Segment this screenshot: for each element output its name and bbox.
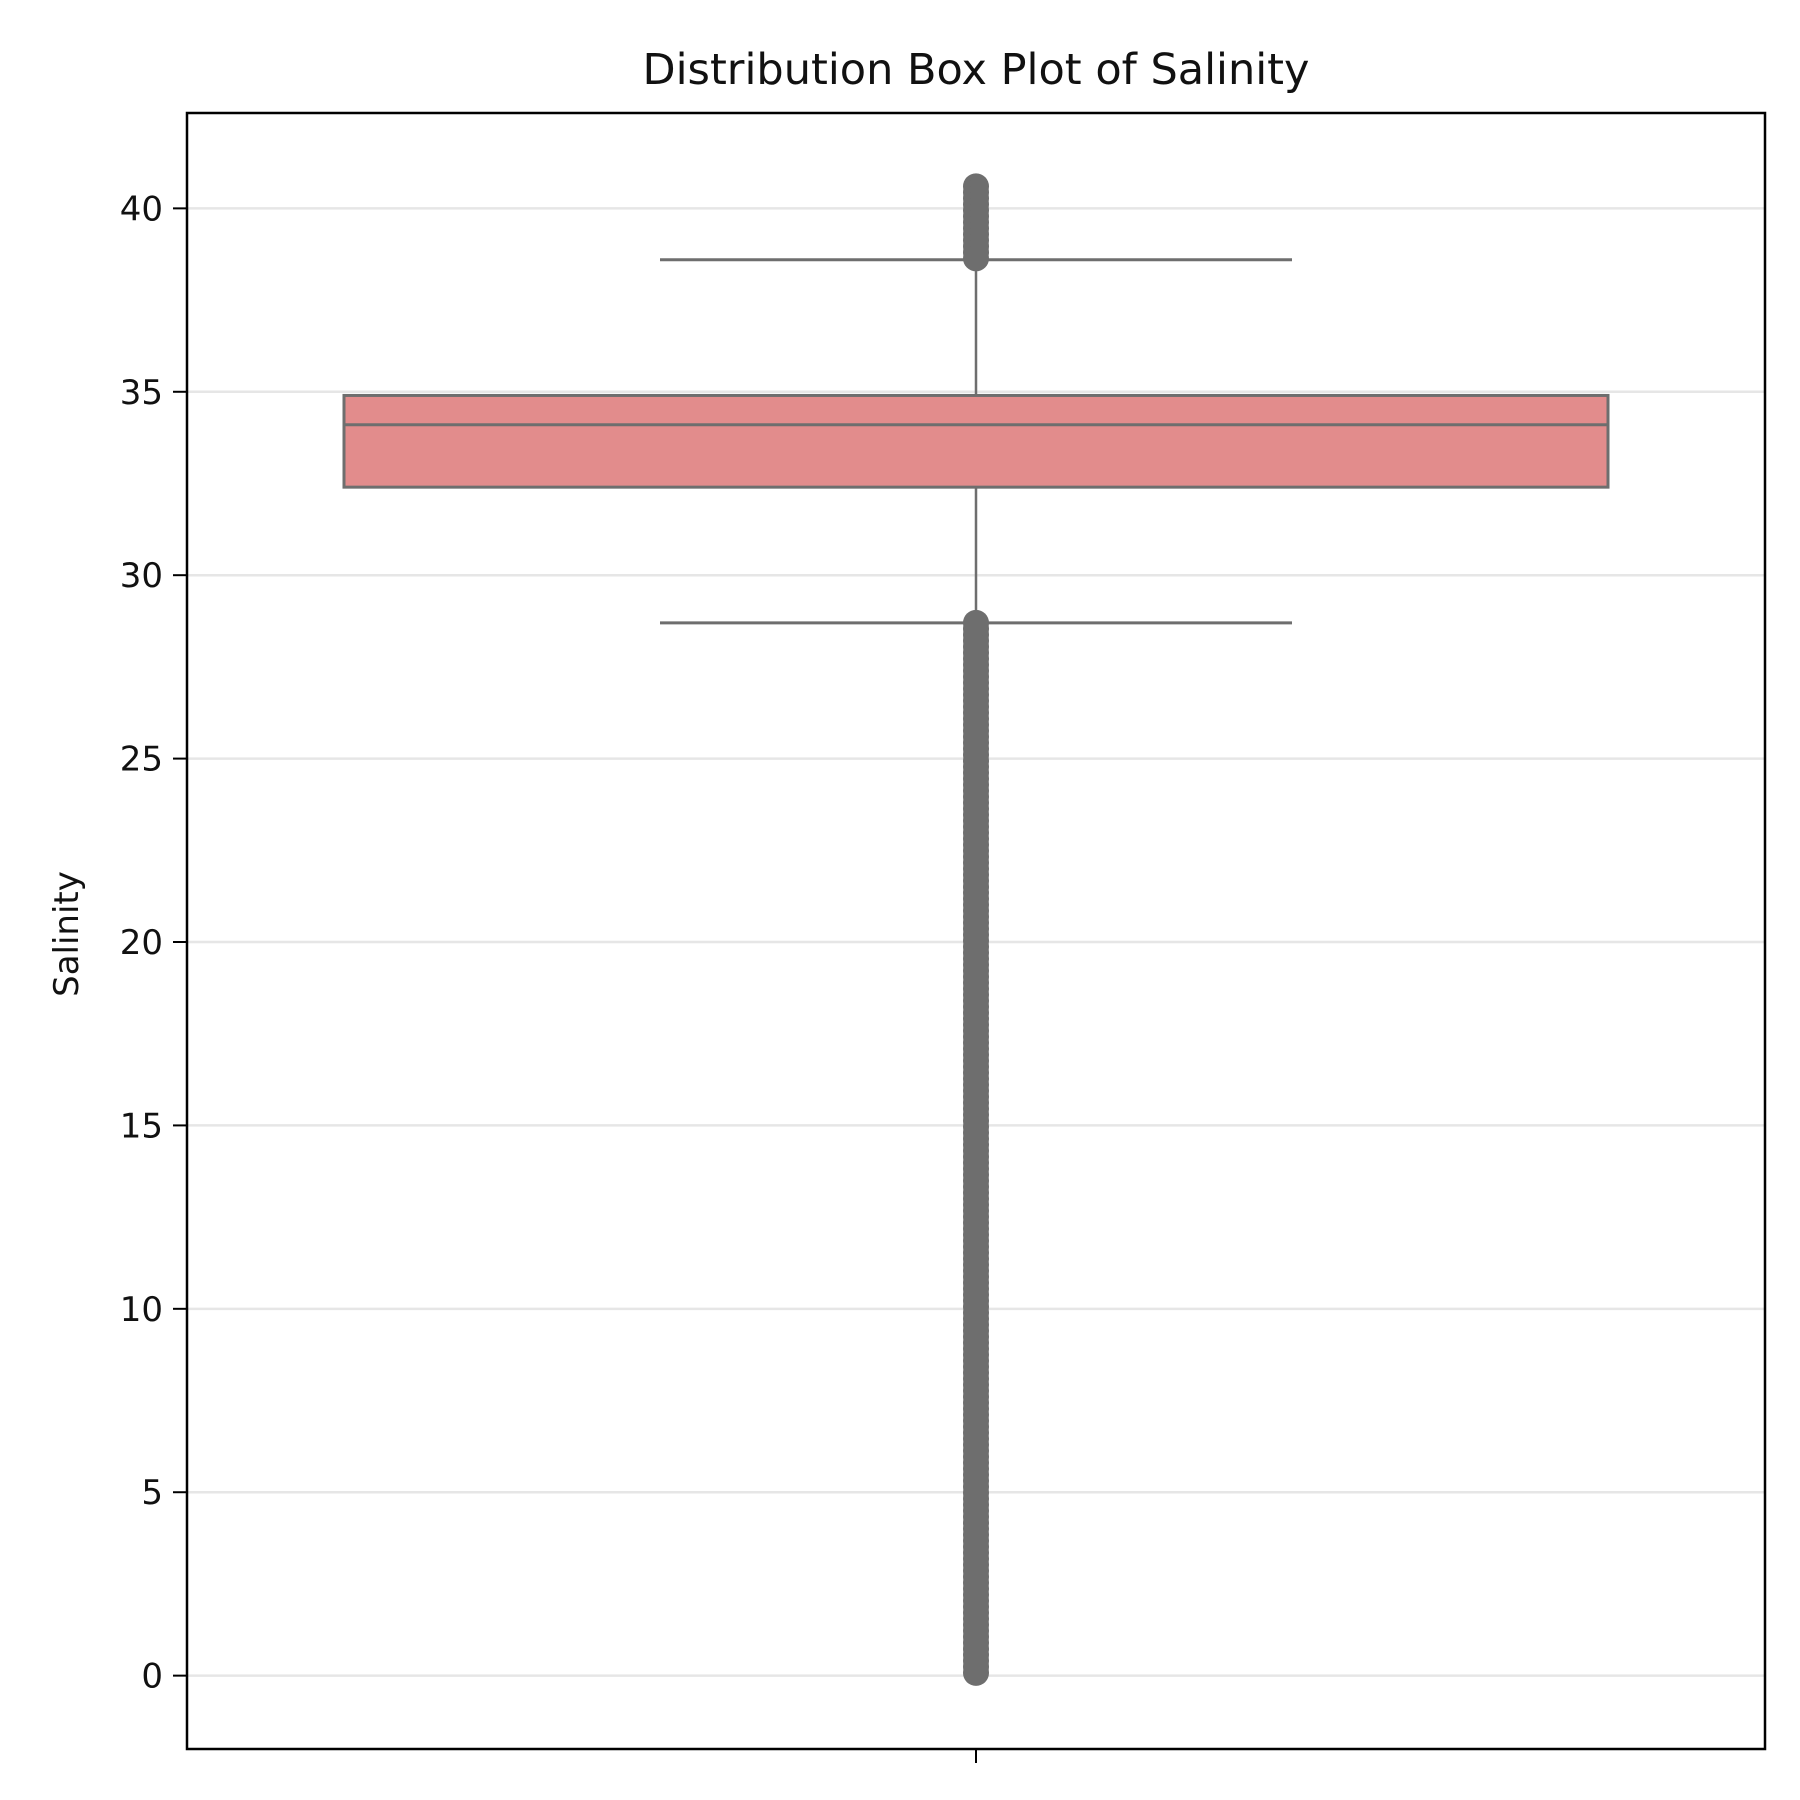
high-outliers — [963, 173, 989, 272]
iqr-box — [342, 393, 1610, 489]
y-tick-label: 5 — [141, 1473, 163, 1513]
y-tick-label: 40 — [120, 189, 163, 229]
y-tick-label: 20 — [120, 923, 163, 963]
low-outliers — [963, 609, 989, 1686]
y-tick-label: 10 — [120, 1290, 163, 1330]
y-tick-label: 35 — [120, 373, 163, 413]
y-tick-label: 30 — [120, 556, 163, 596]
chart-title: Distribution Box Plot of Salinity — [642, 45, 1309, 95]
y-axis-ticks: 0 5 10 15 20 25 30 35 40 — [120, 189, 187, 1697]
y-tick-label: 25 — [120, 740, 163, 780]
y-axis-label: Salinity — [47, 871, 87, 997]
outlier-point — [963, 1659, 989, 1686]
box-plot-series — [342, 173, 1610, 1686]
y-tick-label: 0 — [141, 1657, 163, 1697]
y-tick-label: 15 — [120, 1106, 163, 1146]
